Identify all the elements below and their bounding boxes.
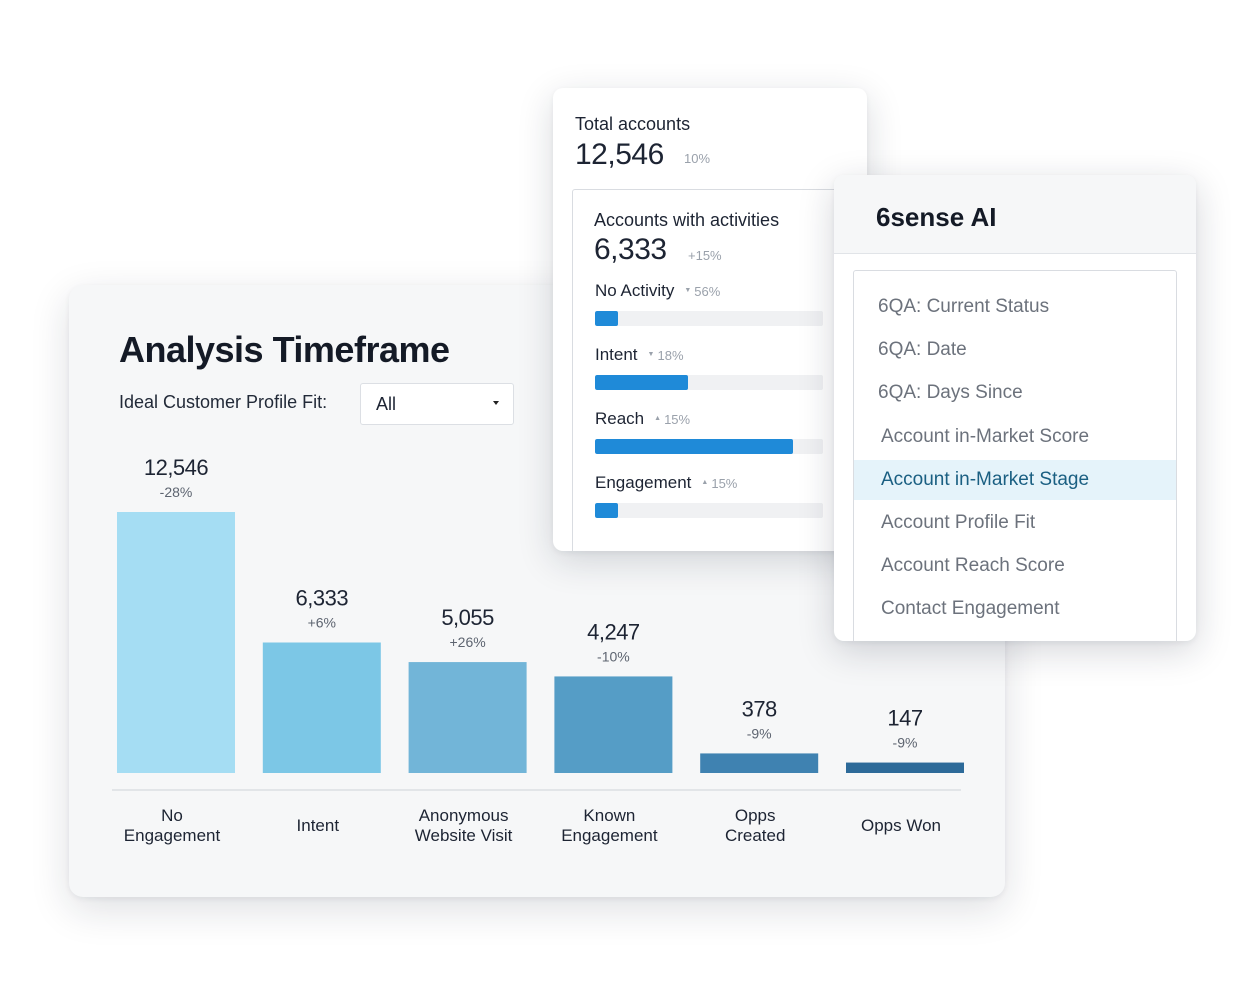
activity-row-label: Intent ▼ 18% <box>595 345 684 364</box>
category-label: Anonymous <box>419 806 509 825</box>
activity-row-percent: ▼ 18% <box>647 348 684 363</box>
chart-bar <box>700 753 819 773</box>
activity-progress-track <box>595 375 823 390</box>
activity-progress-fill <box>595 503 618 518</box>
bar-value-label: 12,546 <box>144 455 209 480</box>
total-accounts-delta: 10% <box>684 151 711 166</box>
total-accounts-value: 12,546 <box>575 138 664 171</box>
bar-value-label: 4,247 <box>587 619 640 644</box>
category-label: Intent <box>297 816 340 835</box>
bar-value-label: 147 <box>887 706 922 731</box>
chart-bar <box>846 762 964 773</box>
activity-row-percent: ▲ 15% <box>701 476 738 491</box>
triangle-up-icon: ▲ <box>701 479 709 486</box>
ai-attribute-item[interactable]: 6QA: Days Since <box>878 382 1023 404</box>
ai-attribute-item[interactable]: 6QA: Date <box>878 339 967 361</box>
bar-delta-label: +6% <box>308 615 336 631</box>
category-label: Opps Won <box>861 816 941 835</box>
total-accounts-card: Total accounts 12,546 10% Accounts with … <box>553 88 867 551</box>
category-label: Known <box>583 806 635 825</box>
triangle-up-icon: ▲ <box>654 415 662 422</box>
bar-value-label: 378 <box>742 696 777 721</box>
activity-progress-fill <box>595 439 794 454</box>
activity-progress-fill <box>595 375 689 390</box>
accounts-with-activities-panel: Accounts with activities 6,333 +15% No A… <box>572 189 867 551</box>
funnel-bar-chart: 12,546-28%NoEngagement6,333+6%Intent5,05… <box>112 455 964 845</box>
ai-attribute-item[interactable]: 6QA: Current Status <box>878 296 1050 317</box>
chart-bar <box>554 676 673 773</box>
chart-bar <box>117 512 235 773</box>
chart-bar <box>262 642 381 773</box>
activity-row-percent: ▲ 15% <box>654 412 691 427</box>
category-label: No <box>161 806 183 825</box>
bar-value-label: 5,055 <box>441 605 494 630</box>
ai-attribute-item[interactable]: Account Reach Score <box>881 555 1065 577</box>
bar-delta-label: -28% <box>160 484 193 500</box>
chart-bar <box>408 662 527 773</box>
category-label: Website Visit <box>415 826 513 845</box>
category-label: Opps <box>735 806 776 825</box>
activity-row: No Activity ▼ 56% <box>595 281 825 327</box>
activity-progress-track <box>595 439 823 454</box>
icp-fit-selected-value: All <box>376 394 397 414</box>
ai-card-header: 6sense AI <box>834 175 1196 254</box>
sixsense-ai-card: 6sense AI 6QA: Current Status 6QA: Date 6Q… <box>834 175 1196 641</box>
activity-row-label: No Activity ▼ 56% <box>595 281 721 300</box>
category-label: Engagement <box>124 826 221 845</box>
category-label: Engagement <box>561 826 658 845</box>
icp-fit-label: Ideal Customer Profile Fit: <box>119 392 328 412</box>
activity-row: Engagement ▲ 15% <box>595 473 825 519</box>
bar-delta-label: -9% <box>893 735 918 751</box>
bar-delta-label: +26% <box>449 634 485 650</box>
analysis-title: Analysis Timeframe <box>119 329 450 370</box>
activity-progress-track <box>595 503 823 518</box>
activity-row-label: Engagement ▲ 15% <box>595 473 738 492</box>
ai-attribute-item[interactable]: Account in-Market Score <box>881 425 1090 447</box>
triangle-down-icon: ▼ <box>684 287 692 294</box>
triangle-down-icon: ▼ <box>647 351 655 358</box>
bar-delta-label: -9% <box>747 725 772 741</box>
activity-progress-track <box>595 311 823 326</box>
icp-fit-dropdown[interactable]: All <box>360 383 514 425</box>
activity-row: Reach ▲ 15% <box>595 409 825 455</box>
total-accounts-label: Total accounts <box>575 114 691 134</box>
ai-attribute-item[interactable]: Account in-Market Stage <box>854 459 1176 500</box>
activity-row-percent: ▼ 56% <box>684 284 721 299</box>
activities-value: 6,333 <box>594 233 667 266</box>
caret-down-icon <box>493 401 499 405</box>
ai-attribute-list[interactable]: 6QA: Current Status 6QA: Date 6QA: Days Si… <box>853 270 1177 641</box>
activity-progress-fill <box>595 311 618 326</box>
ai-attribute-item[interactable]: Account Profile Fit <box>881 512 1036 533</box>
category-label: Created <box>725 826 785 845</box>
bar-delta-label: -10% <box>597 648 630 664</box>
bar-value-label: 6,333 <box>296 586 349 611</box>
activities-label: Accounts with activities <box>594 210 780 230</box>
activity-row: Intent ▼ 18% <box>595 345 825 391</box>
activity-row-label: Reach ▲ 15% <box>595 409 691 428</box>
activities-delta: +15% <box>688 248 722 263</box>
ai-attribute-item[interactable]: Contact Engagement <box>881 598 1060 620</box>
ai-card-title: 6sense AI <box>876 202 997 232</box>
